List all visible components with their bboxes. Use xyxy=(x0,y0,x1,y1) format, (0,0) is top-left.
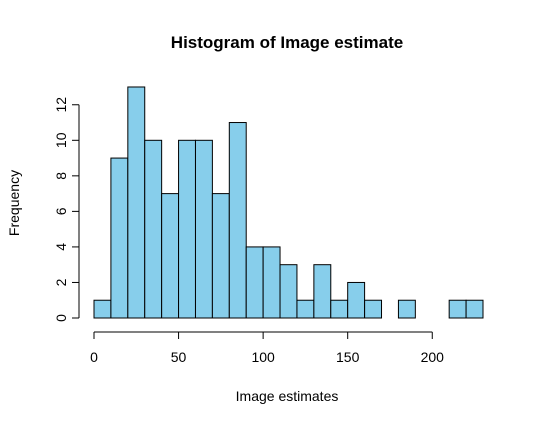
histogram-bar-120-130 xyxy=(296,299,315,319)
y-axis-label: Frequency xyxy=(6,170,22,236)
x-tick-label-200: 200 xyxy=(421,349,445,365)
y-axis: 0 2 4 6 8 10 12 xyxy=(53,97,80,322)
histogram-bar-90-100 xyxy=(245,246,264,319)
histogram-bar-100-110 xyxy=(262,246,281,319)
chart-title: Histogram of Image estimate xyxy=(171,33,403,52)
histogram-bar-70-80 xyxy=(211,193,230,319)
y-tick-label-0: 0 xyxy=(53,314,69,322)
y-tick-label-10: 10 xyxy=(53,132,69,148)
y-tick-label-2: 2 xyxy=(53,278,69,286)
histogram-bar-140-150 xyxy=(330,299,349,319)
histogram-bar-130-140 xyxy=(313,264,332,319)
histogram-bar-80-90 xyxy=(228,122,247,319)
histogram-bar-210-220 xyxy=(448,299,467,319)
x-tick-label-50: 50 xyxy=(171,349,187,365)
histogram-bar-0-10 xyxy=(93,299,112,319)
x-axis-label: Image estimates xyxy=(236,388,339,404)
y-tick-label-4: 4 xyxy=(53,243,69,251)
histogram-bar-30-40 xyxy=(144,139,163,319)
histogram-bar-60-70 xyxy=(194,139,213,319)
y-tick-label-12: 12 xyxy=(53,97,69,113)
histogram-bar-20-30 xyxy=(127,86,146,319)
y-tick-label-6: 6 xyxy=(53,207,69,215)
x-tick-label-0: 0 xyxy=(90,349,98,365)
y-tick-label-8: 8 xyxy=(53,172,69,180)
x-tick-label-100: 100 xyxy=(251,349,275,365)
histogram-bar-150-160 xyxy=(347,281,366,319)
histogram-bar-220-230 xyxy=(465,299,484,319)
histogram-bar-10-20 xyxy=(110,157,129,319)
x-tick-label-150: 150 xyxy=(336,349,360,365)
histogram-bar-160-170 xyxy=(364,299,383,319)
bars-group xyxy=(93,86,484,319)
histogram-bar-50-60 xyxy=(178,139,196,319)
x-axis: 0 50 100 150 200 xyxy=(90,331,445,365)
histogram-bar-110-120 xyxy=(279,264,298,319)
histogram-bar-180-190 xyxy=(397,299,416,319)
histogram-bar-40-50 xyxy=(161,193,180,319)
